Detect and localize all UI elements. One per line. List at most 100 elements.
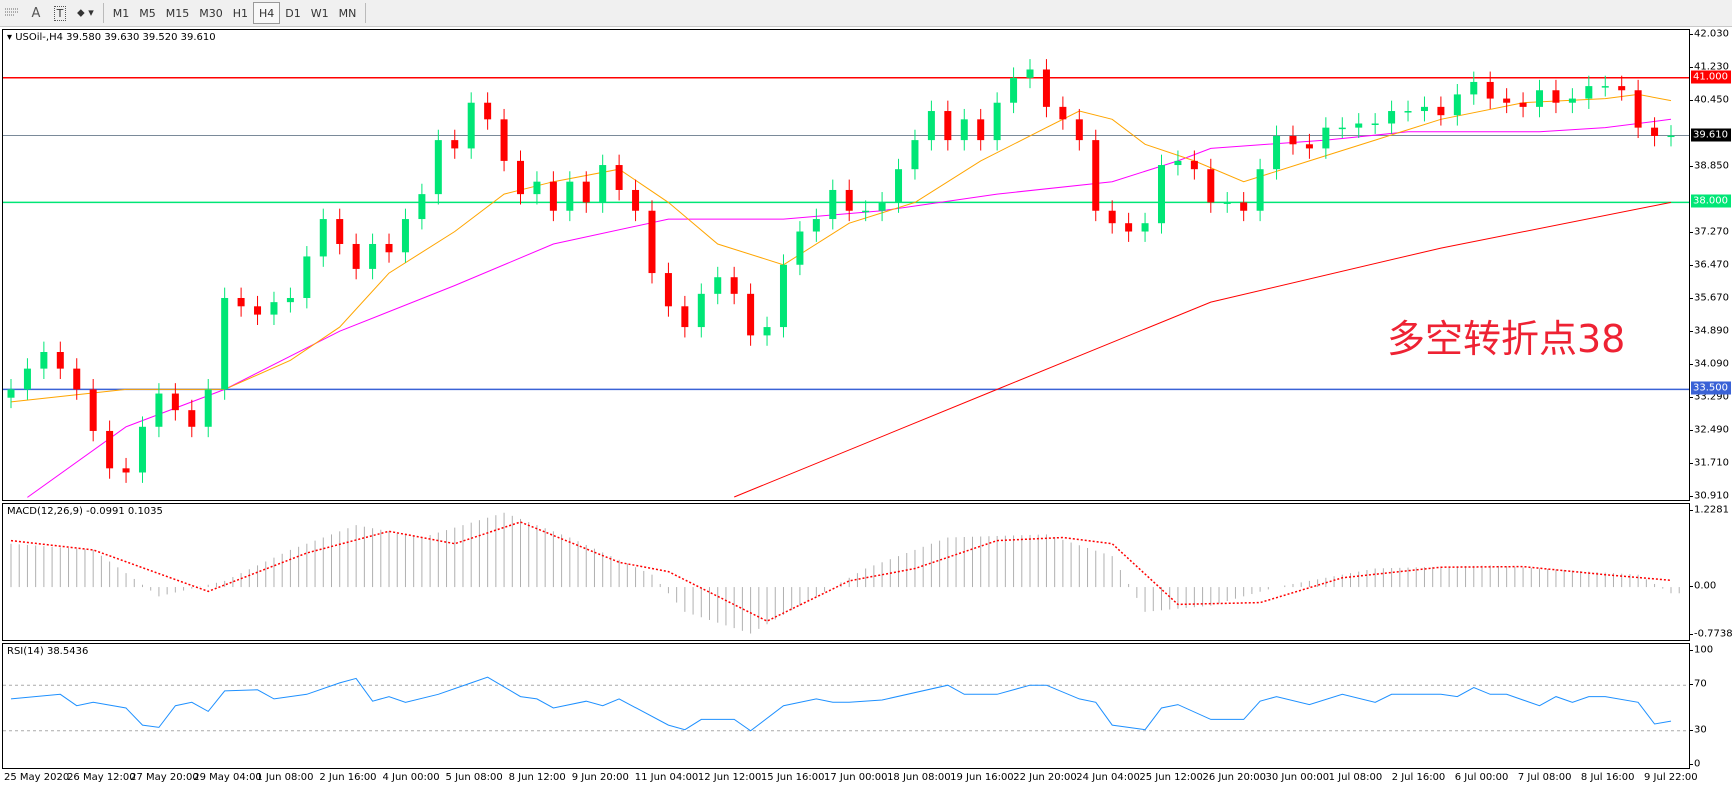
- symbol-ohlc: USOil-,H4 39.580 39.630 39.520 39.610: [15, 32, 216, 43]
- candle-body: [155, 393, 163, 427]
- price-tick-label: 32.490: [1694, 424, 1729, 436]
- price-tick-label: 40.450: [1694, 94, 1729, 106]
- macd-tick: [1690, 510, 1693, 511]
- time-label: 12 Jun 12:00: [697, 772, 762, 783]
- price-label-38.000: 38.000: [1691, 194, 1731, 208]
- text-label-icon[interactable]: T: [48, 2, 72, 24]
- rsi-line: [10, 676, 1672, 732]
- candle-body: [944, 111, 952, 141]
- candle-body: [878, 202, 886, 211]
- candle-body: [23, 368, 31, 390]
- price-tick: [1690, 265, 1693, 266]
- candle-body: [188, 410, 196, 427]
- candle-body: [1486, 81, 1494, 99]
- candle-body: [862, 210, 870, 213]
- candle-body: [171, 393, 179, 411]
- candle-body: [517, 160, 525, 195]
- rsi-title: RSI(14) 38.5436: [7, 646, 89, 657]
- macd-canvas: [10, 512, 1680, 634]
- price-axis[interactable]: 42.030 41.230 40.450 38.850 37.270 36.470 35.6…: [1690, 28, 1732, 502]
- rsi-pane[interactable]: RSI(14) 38.5436: [2, 643, 1690, 769]
- timeframe-m15[interactable]: M15: [165, 6, 190, 20]
- candle-body: [1371, 123, 1379, 125]
- candle-body: [1420, 106, 1428, 112]
- candle-body: [599, 165, 607, 203]
- price-tick-label: 33.290: [1694, 391, 1729, 403]
- time-label: 2 Jul 16:00: [1391, 772, 1446, 783]
- candle-body: [1536, 90, 1544, 107]
- candle-body: [451, 140, 459, 149]
- rsi-tick: [1690, 684, 1693, 686]
- candle-body: [1305, 144, 1313, 149]
- price-tick-label: 31.710: [1694, 457, 1729, 469]
- macd-tick: [1690, 634, 1693, 635]
- candle-body: [138, 426, 146, 473]
- candle-body: [1059, 106, 1067, 120]
- rsi-tick-label: 100: [1694, 644, 1714, 656]
- candle-body: [1634, 90, 1642, 128]
- candle-body: [1207, 169, 1215, 203]
- ma-slow-line: [734, 201, 1672, 498]
- candle-body: [286, 297, 294, 303]
- timeframe-d1[interactable]: D1: [285, 6, 301, 20]
- timeframe-h4[interactable]: H4: [253, 2, 281, 24]
- timeframe-m30[interactable]: M30: [199, 6, 223, 20]
- time-label: 8 Jun 12:00: [508, 772, 566, 783]
- chart-title: ▾ USOil-,H4 39.580 39.630 39.520 39.610: [7, 32, 216, 43]
- candle-body: [401, 219, 409, 253]
- candle-body: [270, 302, 278, 315]
- price-tick: [1690, 397, 1693, 399]
- time-label: 26 May 12:00: [67, 772, 136, 783]
- time-label: 2 Jun 16:00: [319, 772, 377, 783]
- time-label: 5 Jun 08:00: [445, 772, 503, 783]
- candle-body: [1552, 90, 1560, 103]
- timeframe-m5[interactable]: M5: [139, 6, 156, 20]
- annotation-text[interactable]: 多空转折点38: [1387, 317, 1626, 361]
- rsi-canvas: [3, 676, 1689, 732]
- time-label: 19 Jun 16:00: [950, 772, 1014, 783]
- candle-body: [1010, 77, 1018, 103]
- time-label: 25 Jun 12:00: [1139, 772, 1203, 783]
- toolbar-divider: [102, 3, 104, 23]
- candle-body: [319, 219, 327, 257]
- candle-body: [1453, 94, 1461, 116]
- candle-body: [895, 169, 903, 203]
- candle-body: [1601, 86, 1609, 88]
- candle-body: [927, 111, 935, 141]
- candle-body: [89, 389, 97, 431]
- timeframe-w1[interactable]: W1: [310, 6, 329, 20]
- text-icon[interactable]: A: [31, 5, 41, 21]
- timeframe-m1[interactable]: M1: [112, 6, 130, 20]
- candle-body: [1585, 86, 1593, 99]
- candle-body: [1404, 111, 1412, 113]
- rsi-tick-label: 0: [1694, 758, 1701, 770]
- candle-body: [7, 389, 15, 398]
- price-label-39.610: 39.610: [1691, 128, 1731, 142]
- candle-body: [369, 243, 377, 269]
- candle-body: [303, 256, 311, 298]
- price-tick-label: 42.030: [1694, 28, 1729, 40]
- price-label-41.000: 41.000: [1691, 70, 1731, 84]
- objects-icon[interactable]: ⬥ ▾: [77, 6, 94, 19]
- macd-pane[interactable]: MACD(12,26,9) -0.0991 0.1035: [2, 503, 1690, 641]
- candle-body: [681, 306, 689, 328]
- timeframe-h1[interactable]: H1: [232, 6, 248, 20]
- candle-body: [237, 297, 245, 307]
- candle-body: [106, 430, 114, 469]
- price-label-33.500: 33.500: [1691, 381, 1731, 395]
- price-tick: [1690, 496, 1693, 497]
- price-tick: [1690, 462, 1693, 464]
- candle-body: [1223, 202, 1231, 204]
- price-tick-label: 35.670: [1694, 292, 1729, 304]
- macd-signal-line: [10, 521, 1672, 622]
- price-chart[interactable]: ▾ USOil-,H4 39.580 39.630 39.520 39.610 …: [2, 29, 1690, 501]
- grid-f-icon[interactable]: [0, 2, 24, 24]
- candle-body: [434, 140, 442, 195]
- timeframe-mn[interactable]: MN: [338, 6, 357, 20]
- candle-body: [549, 181, 557, 211]
- timeframe-group: M1 M5 M15 M30 H1 H4 D1 W1 MN: [108, 2, 362, 24]
- candle-body: [1338, 127, 1346, 130]
- price-tick-label: 34.090: [1694, 358, 1729, 370]
- time-label: 17 Jun 00:00: [824, 772, 888, 783]
- rsi-tick: [1690, 729, 1693, 731]
